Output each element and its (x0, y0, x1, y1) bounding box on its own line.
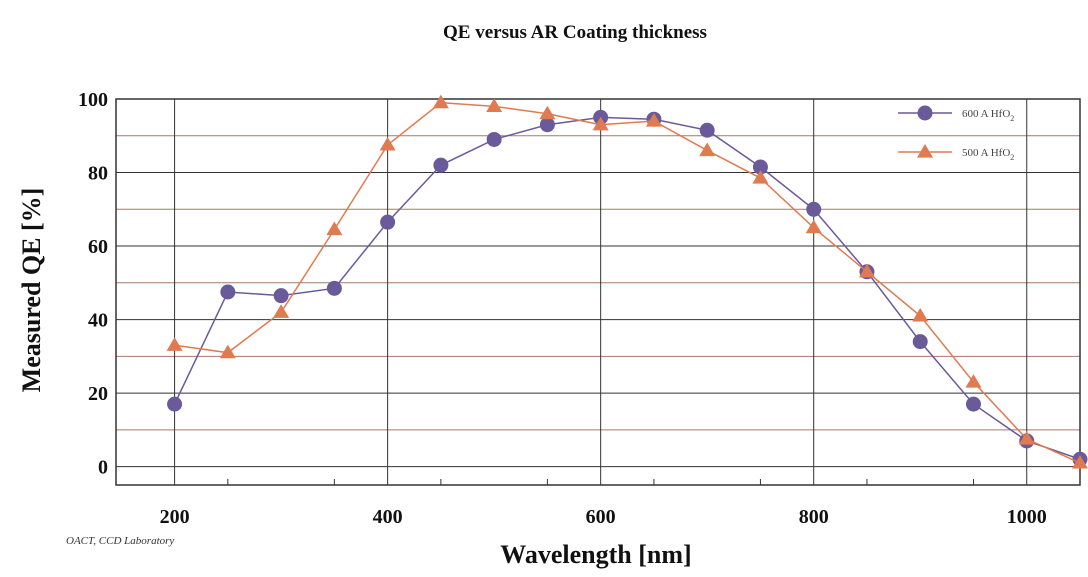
data-point (912, 334, 928, 350)
y-tick-label: 40 (88, 310, 108, 332)
data-point (273, 288, 289, 304)
data-point (1018, 431, 1035, 445)
y-tick-label: 60 (88, 236, 108, 258)
data-point (1072, 454, 1088, 469)
x-tick-label: 200 (160, 506, 190, 528)
data-point (645, 113, 662, 127)
legend-label: 500 A HfO2 (962, 147, 1014, 162)
series (166, 94, 1088, 469)
data-point (486, 131, 502, 147)
gridlines (116, 98, 1080, 485)
data-point (805, 219, 822, 234)
legend-entry-2: 500 A HfO2 (898, 144, 1014, 162)
data-point (166, 337, 183, 351)
data-point (699, 142, 716, 157)
data-point (592, 116, 609, 131)
data-point (965, 396, 981, 412)
data-point (433, 157, 449, 173)
data-point (858, 263, 875, 278)
data-point (806, 201, 822, 217)
plot-frame (115, 98, 1081, 486)
data-point (326, 221, 343, 236)
y-tick-label: 80 (88, 163, 108, 185)
y-tick-label: 0 (98, 457, 108, 479)
data-point (539, 117, 555, 133)
tick-labels: 200 400 600 800 1000 0 20 40 60 80 100 (78, 89, 1047, 528)
legend-marker (917, 105, 933, 121)
data-point (380, 214, 396, 230)
data-point (219, 344, 236, 359)
data-point (965, 374, 982, 388)
x-tick-label: 1000 (1007, 506, 1047, 528)
legend-label: 600 A HfO2 (962, 108, 1014, 123)
x-tick-label: 400 (373, 506, 403, 528)
data-point (486, 98, 503, 112)
x-tick-label: 800 (799, 506, 829, 528)
y-tick-label: 100 (78, 89, 108, 111)
data-point (539, 105, 556, 120)
x-axis-title: Wavelength [nm] (500, 540, 691, 569)
data-point (379, 136, 396, 151)
legend-label-subscript: 2 (1010, 153, 1014, 162)
series-line (173, 116, 1081, 460)
data-point (432, 94, 449, 109)
data-point (912, 307, 929, 322)
y-axis-title: Measured QE [%] (17, 188, 46, 393)
legend-entry-1: 600 A HfO2 (898, 105, 1014, 123)
credit-label: OACT, CCD Laboratory (66, 535, 174, 547)
data-point (273, 304, 290, 318)
x-tick-label: 600 (586, 506, 616, 528)
series-line (174, 101, 1081, 464)
series-2 (166, 94, 1088, 469)
chart-title: QE versus AR Coating thickness (443, 22, 707, 43)
data-point (220, 284, 236, 300)
data-point (752, 170, 769, 184)
data-point (326, 280, 342, 296)
series-1 (167, 109, 1088, 467)
legend-marker (917, 144, 933, 158)
data-point (699, 122, 715, 138)
y-tick-label: 20 (88, 383, 108, 405)
data-point (752, 159, 768, 175)
legend-label-subscript: 2 (1010, 114, 1014, 123)
legend: 600 A HfO2 500 A HfO2 (898, 105, 1014, 162)
data-point (167, 396, 183, 412)
